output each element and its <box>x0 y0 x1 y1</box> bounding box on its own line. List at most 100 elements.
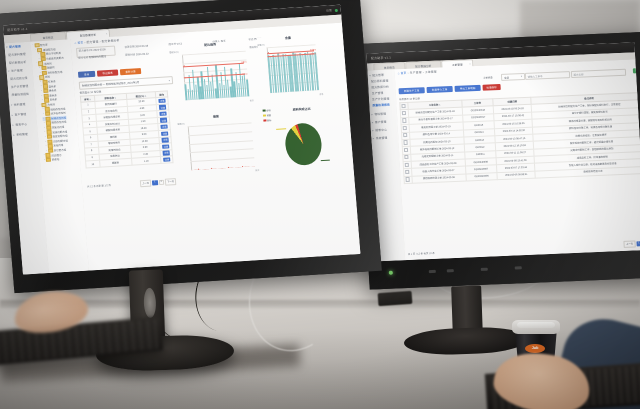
sidebar-item-plan[interactable]: 生产计划管理 <box>10 83 29 89</box>
sidebar-item-system[interactable]: ▸系统管理 <box>13 132 28 137</box>
right-status-select[interactable]: 全部 ▾ <box>500 72 526 81</box>
recalculate-button[interactable]: 重新计算 <box>119 68 142 76</box>
right-sidenav-item-8[interactable]: ▸报表中心 <box>372 127 388 133</box>
select-all-checkbox[interactable] <box>401 103 407 108</box>
row-detail-button[interactable]: 详情 <box>162 150 170 156</box>
x-tick-label: 15 <box>305 92 307 94</box>
right-toolbar-delete-button[interactable]: 批量删除 <box>482 83 501 91</box>
left-pager-next[interactable]: 下一页 <box>164 178 177 186</box>
chart-2-plot: 0123451234567891011121314151617181920 <box>187 122 256 171</box>
right-pager: 上一页 1 <box>623 240 640 248</box>
right-sidenav-item-6[interactable]: ▸物料管理 <box>371 111 387 117</box>
right-sidenav-item-0[interactable]: ▾配方管理 <box>369 72 384 78</box>
left-pager-page-1[interactable]: 1 <box>151 180 158 186</box>
bar[interactable] <box>246 79 250 97</box>
right-toolbar-new-button[interactable]: 新建生产工单 <box>398 87 425 94</box>
right-sidenav-item-1[interactable]: 配方原料管理 <box>370 78 389 84</box>
right-osd-button-2[interactable] <box>446 269 454 273</box>
row-detail-button[interactable]: 详情 <box>163 157 171 162</box>
sidebar-item-trial-record[interactable]: 配方试验记录 <box>10 75 28 81</box>
sidebar-item-reports[interactable]: ▸报表中心 <box>12 122 28 127</box>
right-sidenav-item-9[interactable]: ▸系统管理 <box>372 135 388 141</box>
right-sidenav-item-3[interactable]: 生产管理 <box>371 90 384 96</box>
tree-node[interactable]: + 回收站 <box>43 157 60 163</box>
x-tick-label: 23 <box>232 98 235 101</box>
export-report-button[interactable]: 导出报表 <box>96 69 119 77</box>
legend-item-2[interactable]: 超标 <box>263 118 272 122</box>
row-detail-button[interactable]: 详情 <box>160 117 168 123</box>
row-detail-button[interactable]: 详情 <box>162 144 170 149</box>
row-detail-button[interactable]: 详情 <box>160 124 168 130</box>
row-checkbox[interactable] <box>405 177 411 182</box>
sidebar-item-production[interactable]: ▾生产管理 <box>7 68 23 74</box>
left-tab-close-icon[interactable]: × <box>105 32 108 36</box>
chevron-down-icon-batch: ▾ <box>168 78 171 82</box>
sidebar-item-material[interactable]: ▾物料管理 <box>10 102 26 107</box>
right-osd-button-3[interactable] <box>480 267 488 271</box>
row-detail-button[interactable]: 详情 <box>158 98 166 104</box>
left-pager: 上一页 1 2 下一页 <box>139 178 177 187</box>
row-checkbox[interactable] <box>404 162 410 167</box>
sort-icon[interactable]: ⇅ <box>438 104 441 107</box>
home-icon[interactable]: ⌂ <box>397 71 400 76</box>
row-checkbox[interactable] <box>403 140 409 145</box>
right-sidenav-item-2[interactable]: 配方数据分析 <box>371 84 389 90</box>
sort-icon-ratio[interactable]: ⇅ <box>144 95 147 98</box>
row-detail-button[interactable]: 详情 <box>161 137 169 143</box>
row-checkbox[interactable] <box>402 125 408 130</box>
cell-ratio: 1.10 <box>131 156 162 166</box>
left-pager-prev[interactable]: 上一页 <box>139 179 152 187</box>
right-sidenav-item-5[interactable]: 质量检测报告 <box>372 102 390 108</box>
x-tick-label: 27 <box>241 98 244 100</box>
query-button[interactable]: 查询 <box>77 70 96 78</box>
right-osd-button-4[interactable] <box>514 266 522 270</box>
cell-action[interactable]: 详情 <box>160 155 173 164</box>
y-tick-label: 20 <box>266 83 269 86</box>
legend-item-1[interactable]: 预警 <box>262 113 271 117</box>
right-pager-page-1[interactable]: 1 <box>635 241 640 246</box>
sidebar-item-raw-material[interactable]: 配方原料管理 <box>8 52 26 58</box>
row-checkbox[interactable] <box>404 147 409 153</box>
right-sidenav-item-7[interactable]: ▸客户管理 <box>371 119 387 125</box>
sort-icon-name[interactable]: ⇅ <box>114 97 117 100</box>
chart-2-title: 偏差 <box>212 114 220 119</box>
x-tick-label: 28 <box>243 98 246 100</box>
right-workorder-input[interactable]: 请输入工单号 <box>524 71 571 80</box>
formula-batch-select[interactable]: 耐候改性剂配方组 — 耐候性能测试批次_2024年3月 ▾ <box>78 76 174 90</box>
cell-name: 偶联剂 <box>99 158 132 167</box>
right-breadcrumb-home[interactable]: 首页 <box>400 70 407 76</box>
right-osd-button-1[interactable] <box>428 269 436 274</box>
sort-icon-no[interactable]: ⇅ <box>89 98 92 101</box>
chart-2-xlabel: 批次 <box>255 169 260 173</box>
right-pager-prev[interactable]: 上一页 <box>623 240 636 248</box>
y-tick-label: 0 <box>269 92 270 93</box>
legend-item-0[interactable]: 合格 <box>262 108 271 112</box>
row-detail-button[interactable]: 详情 <box>159 104 167 110</box>
left-pager-page-2[interactable]: 2 <box>158 179 165 185</box>
tree-expand-icon-open[interactable]: − <box>32 44 34 47</box>
left-breadcrumb-home[interactable]: 首页 <box>77 40 84 45</box>
right-tab-close-icon[interactable]: × <box>469 62 471 66</box>
row-checkbox[interactable] <box>405 169 410 175</box>
pie-slice-group[interactable] <box>283 122 324 167</box>
sidebar-item-customer[interactable]: ▸客户管理 <box>11 112 27 117</box>
row-checkbox[interactable] <box>403 133 408 138</box>
left-breadcrumb-level-2[interactable]: 配方管理 <box>86 39 99 45</box>
sidebar-item-data-analysis[interactable]: 配方数据分析 <box>8 59 27 66</box>
right-breadcrumb-level-2[interactable]: 生产管理 <box>409 70 422 75</box>
x-tick-label: 19 <box>224 99 227 101</box>
right-toolbar-import-button[interactable]: 批量导入工单 <box>426 85 453 93</box>
row-checkbox[interactable] <box>404 155 410 160</box>
row-detail-button[interactable]: 详情 <box>161 131 169 136</box>
sidebar-item-quality-report[interactable]: 质量检测报告 <box>11 91 30 97</box>
sidebar-item-formula-management[interactable]: ▾配方管理 <box>6 44 21 50</box>
row-detail-button[interactable]: 详情 <box>159 111 167 117</box>
right-formula-input[interactable]: 配方名称 <box>570 68 627 79</box>
home-icon-left[interactable]: ⌂ <box>74 40 77 45</box>
right-status-select-value: 全部 <box>504 76 510 80</box>
row-checkbox[interactable] <box>402 118 407 123</box>
right-toolbar-export-button[interactable]: 导出工单明细 <box>454 84 481 92</box>
left-titlebar-settings[interactable]: 设置 <box>326 8 332 13</box>
right-sidenav-item-4[interactable]: 生产计划管理 <box>372 96 390 102</box>
row-checkbox[interactable] <box>402 110 407 116</box>
